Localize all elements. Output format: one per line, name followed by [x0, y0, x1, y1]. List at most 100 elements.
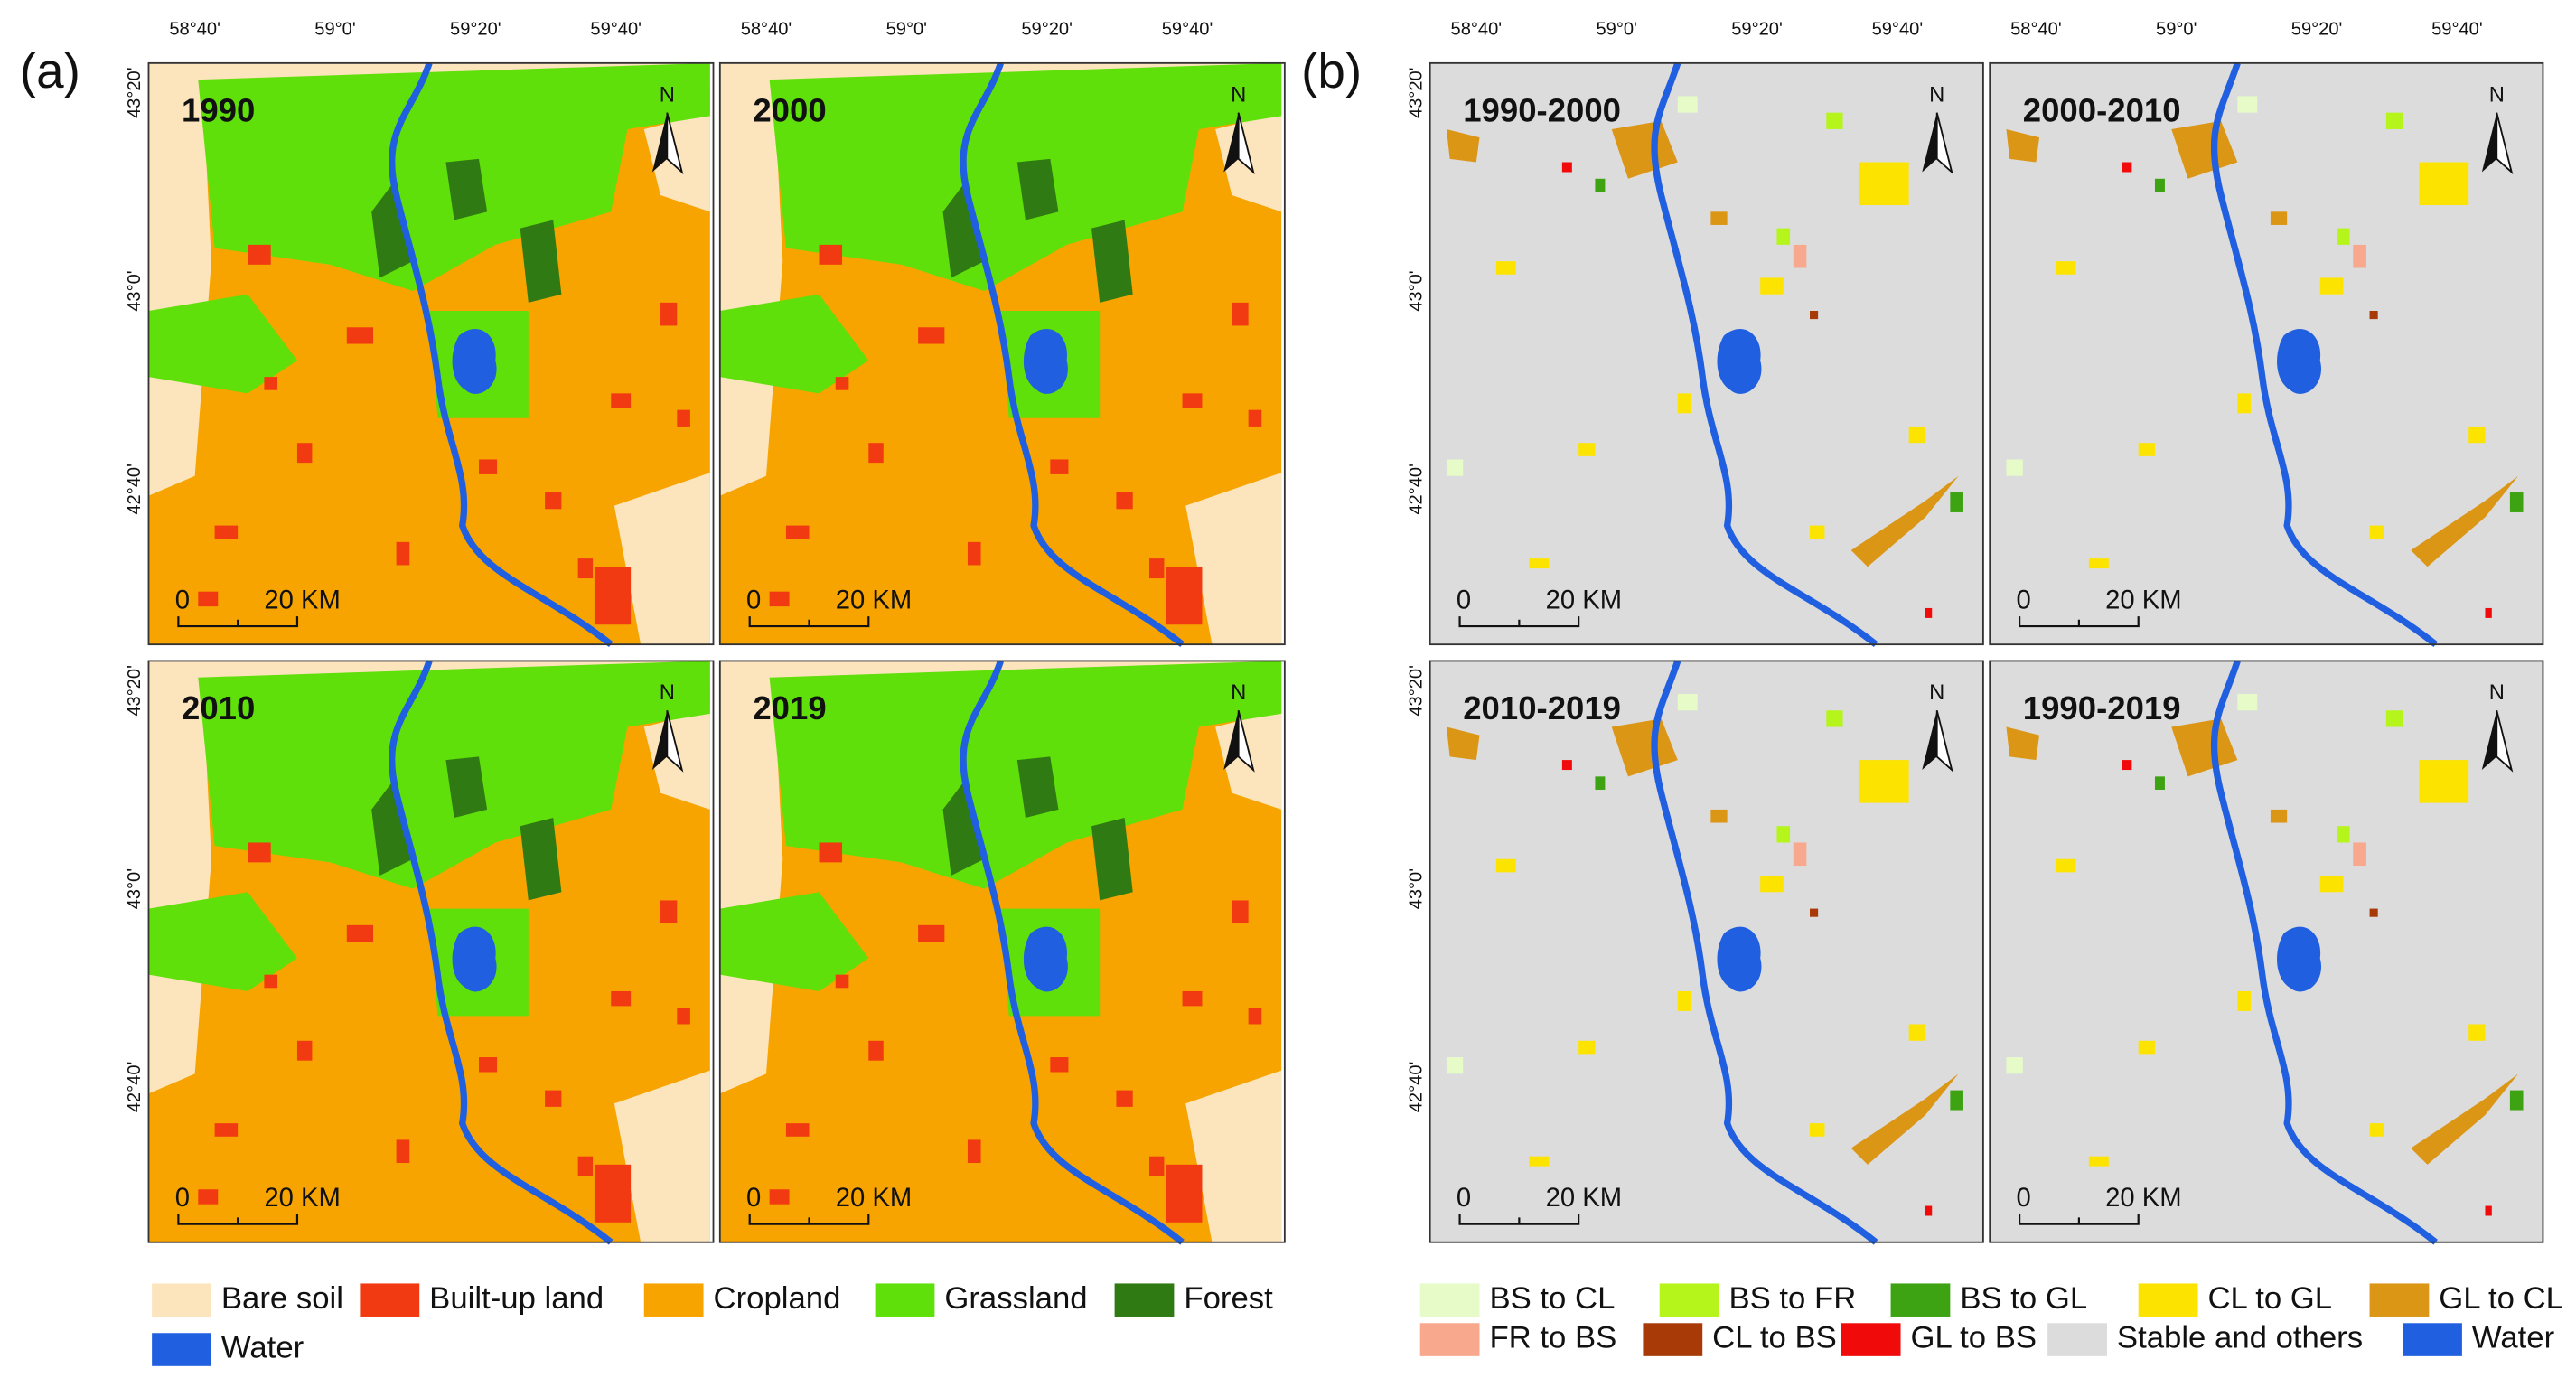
north-label: N — [1929, 83, 1944, 108]
legend-label: Built-up land — [429, 1281, 604, 1316]
panel-label: (b) — [1301, 42, 1362, 98]
legend-label: Forest — [1184, 1281, 1273, 1316]
legend-swatch — [2138, 1283, 2198, 1317]
x-tick-label: 58°40' — [1451, 20, 1503, 40]
legend-label: Stable and others — [2117, 1321, 2363, 1355]
scale-end: 20 KM — [2105, 1184, 2182, 1213]
map-frame — [718, 660, 1286, 1243]
legend-swatch — [1419, 1283, 1480, 1317]
y-tick-label: 43°20' — [1406, 665, 1426, 717]
legend-label: Water — [221, 1331, 304, 1365]
legend-swatch — [360, 1283, 420, 1317]
map-frame — [718, 61, 1286, 646]
scale-start: 0 — [175, 1184, 190, 1213]
y-tick-label: 42°40' — [1406, 1062, 1426, 1113]
legend-swatch — [152, 1333, 211, 1366]
x-tick-label: 58°40' — [169, 20, 220, 40]
scale-end: 20 KM — [1546, 586, 1623, 614]
y-tick-label: 43°0' — [125, 868, 145, 909]
scale-bar — [177, 1214, 299, 1225]
north-arrow — [1922, 710, 1937, 771]
scale-bar — [748, 616, 870, 628]
legend-swatch — [1890, 1283, 1951, 1317]
map-image — [1430, 661, 1983, 1242]
north-arrow — [666, 112, 684, 175]
north-arrow — [1935, 112, 1953, 175]
north-arrow — [1935, 710, 1953, 773]
scale-start: 0 — [2016, 1184, 2030, 1213]
map-frame — [1989, 660, 2544, 1243]
x-tick-label: 59°0' — [886, 20, 927, 40]
map-image — [720, 63, 1281, 644]
map-image — [148, 661, 709, 1242]
x-tick-label: 59°0' — [314, 20, 355, 40]
map-image — [1430, 63, 1983, 644]
scale-end: 20 KM — [836, 1184, 912, 1213]
x-tick-label: 59°40' — [1872, 20, 1924, 40]
x-tick-label: 59°20' — [1731, 20, 1783, 40]
x-tick-label: 59°0' — [2156, 20, 2197, 40]
legend-label: Grassland — [944, 1281, 1087, 1316]
x-tick-label: 59°20' — [1021, 20, 1073, 40]
x-tick-label: 59°40' — [1162, 20, 1213, 40]
legend-label: GL to BS — [1910, 1321, 2037, 1355]
scale-bar — [748, 1214, 870, 1225]
x-tick-label: 59°20' — [2291, 20, 2343, 40]
map-image — [1990, 661, 2543, 1242]
legend-label: CL to BS — [1712, 1321, 1837, 1355]
map-title: 2000 — [753, 91, 826, 128]
panel-label: (a) — [20, 42, 80, 98]
y-tick-label: 42°40' — [125, 464, 145, 515]
map-title: 2010-2019 — [1463, 689, 1621, 726]
y-tick-label: 42°40' — [125, 1062, 145, 1113]
scale-bar — [2019, 616, 2140, 628]
legend-label: Bare soil — [221, 1281, 343, 1316]
map-image — [148, 63, 709, 644]
scale-end: 20 KM — [264, 1184, 341, 1213]
scale-bar — [1458, 616, 1580, 628]
legend-label: FR to BS — [1489, 1321, 1616, 1355]
north-label: N — [660, 680, 675, 705]
north-arrow — [666, 710, 684, 773]
scale-bar — [2019, 1214, 2140, 1225]
north-arrow — [1922, 112, 1937, 173]
legend-swatch — [1419, 1323, 1480, 1356]
map-title: 1990-2019 — [2023, 689, 2181, 726]
y-tick-label: 42°40' — [1406, 464, 1426, 515]
north-arrow — [2496, 112, 2514, 175]
scale-start: 0 — [1457, 1184, 1471, 1213]
scale-start: 0 — [2016, 586, 2030, 614]
x-tick-label: 59°0' — [1596, 20, 1636, 40]
legend-label: BS to GL — [1960, 1281, 2087, 1316]
map-frame — [147, 61, 715, 646]
north-arrow — [1237, 710, 1255, 773]
north-label: N — [2489, 83, 2505, 108]
legend-swatch — [643, 1283, 704, 1317]
north-label: N — [2489, 680, 2505, 705]
map-title: 1990 — [182, 91, 255, 128]
x-tick-label: 58°40' — [2010, 20, 2062, 40]
map-frame — [1429, 660, 1984, 1243]
legend-swatch — [1659, 1283, 1719, 1317]
map-frame — [1989, 61, 2544, 646]
scale-start: 0 — [746, 586, 761, 614]
y-tick-label: 43°0' — [1406, 270, 1426, 311]
scale-start: 0 — [1457, 586, 1471, 614]
scale-bar — [177, 616, 299, 628]
north-label: N — [1231, 680, 1246, 705]
scale-start: 0 — [175, 586, 190, 614]
legend-swatch — [1643, 1323, 1703, 1356]
scale-start: 0 — [746, 1184, 761, 1213]
legend-label: BS to FR — [1728, 1281, 1856, 1316]
legend-swatch — [152, 1283, 211, 1317]
y-tick-label: 43°20' — [125, 665, 145, 717]
north-label: N — [660, 83, 675, 108]
x-tick-label: 59°40' — [2431, 20, 2483, 40]
legend-swatch — [2047, 1323, 2107, 1356]
y-tick-label: 43°0' — [125, 270, 145, 311]
y-tick-label: 43°20' — [125, 67, 145, 118]
legend-swatch — [1114, 1283, 1175, 1317]
legend-label: Cropland — [714, 1281, 841, 1316]
